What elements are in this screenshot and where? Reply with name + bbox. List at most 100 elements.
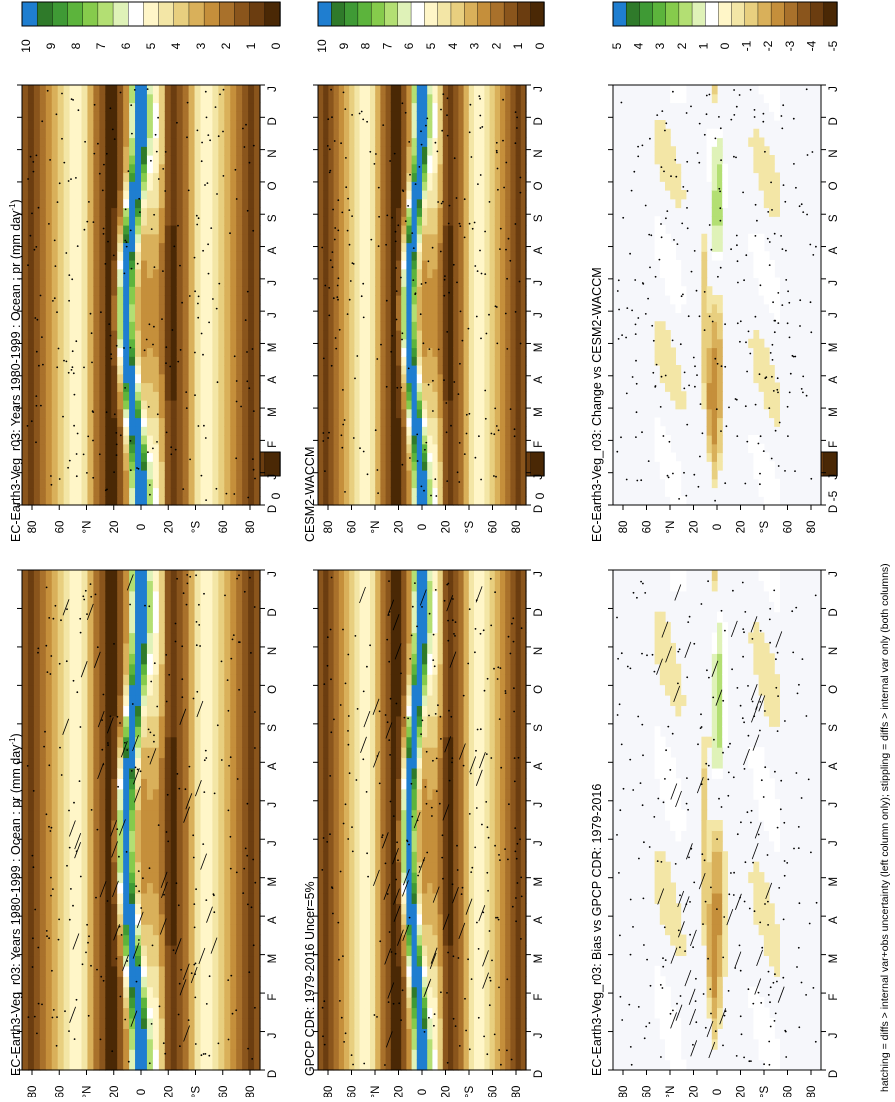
stipple-dot [137, 769, 139, 771]
heatmap-cell [218, 643, 225, 654]
heatmap-cell [147, 591, 154, 602]
heatmap-cell [206, 664, 213, 675]
heatmap-cell [236, 243, 243, 252]
heatmap-cell [177, 418, 184, 427]
heatmap-cell [141, 664, 148, 675]
heatmap-cell [159, 330, 166, 339]
heatmap-cell [236, 225, 243, 234]
heatmap-cell [242, 570, 249, 581]
stipple-dot [51, 827, 53, 829]
heatmap-cell [171, 987, 178, 998]
heatmap-cell [153, 216, 160, 225]
heatmap-cell [224, 339, 231, 348]
heatmap-cell [64, 945, 71, 956]
heatmap-cell [189, 94, 196, 103]
heatmap-cell [111, 400, 118, 409]
heatmap-cell [212, 914, 219, 925]
stipple-dot [235, 457, 237, 459]
heatmap-cell [236, 383, 243, 392]
heatmap-cell [206, 348, 213, 357]
heatmap-cell [99, 1039, 106, 1050]
stipple-dot [66, 660, 68, 662]
heatmap-cell [123, 339, 130, 348]
heatmap-cell [52, 716, 59, 727]
heatmap-cell [153, 591, 160, 602]
heatmap-cell [34, 286, 41, 295]
heatmap-cell [165, 111, 172, 120]
heatmap-cell [189, 426, 196, 435]
stipple-dot [76, 691, 78, 693]
heatmap-cell [58, 872, 65, 883]
heatmap-cell [349, 612, 355, 623]
heatmap-cell [171, 260, 178, 269]
colorbar-tick-label: 5 [144, 42, 158, 49]
heatmap-cell [64, 181, 71, 190]
heatmap-cell [147, 356, 154, 365]
heatmap-cell [129, 120, 136, 129]
stipple-dot [70, 888, 72, 890]
heatmap-cell [159, 216, 166, 225]
heatmap-cell [99, 129, 106, 138]
heatmap-cell [123, 321, 130, 330]
heatmap-cell [111, 653, 118, 664]
heatmap-cell [105, 470, 112, 479]
stipple-dot [232, 1013, 234, 1015]
stipple-dot [68, 274, 70, 276]
heatmap-cell [70, 643, 77, 654]
heatmap-cell [153, 903, 160, 914]
heatmap-cell [206, 612, 213, 623]
heatmap-cell [159, 862, 166, 873]
stipple-dot [196, 621, 198, 623]
heatmap-cell [165, 173, 172, 182]
heatmap-cell [242, 716, 249, 727]
heatmap-cell [195, 580, 202, 591]
stipple-dot [125, 209, 127, 211]
stipple-dot [50, 655, 52, 657]
heatmap-cell [76, 747, 83, 758]
heatmap-cell [147, 286, 154, 295]
heatmap-cell [218, 173, 225, 182]
stipple-dot [237, 778, 239, 780]
heatmap-cell [76, 164, 83, 173]
heatmap-cell [212, 479, 219, 488]
heatmap-cell [147, 260, 154, 269]
heatmap-cell [123, 737, 130, 748]
heatmap-cell [82, 1049, 89, 1060]
heatmap-cell [177, 234, 184, 243]
heatmap-cell [354, 612, 360, 623]
heatmap-cell [52, 278, 59, 287]
heatmap-cell [123, 945, 130, 956]
heatmap-cell [248, 356, 255, 365]
heatmap-cell [206, 997, 213, 1008]
heatmap-cell [105, 199, 112, 208]
lat-tick-label: 0 [136, 524, 148, 530]
heatmap-cell [153, 872, 160, 883]
heatmap-cell [147, 570, 154, 581]
stipple-dot [36, 155, 38, 157]
heatmap-cell [195, 435, 202, 444]
heatmap-cell [129, 383, 136, 392]
heatmap-cell [159, 1008, 166, 1019]
heatmap-cell [135, 1018, 142, 1029]
heatmap-cell [105, 173, 112, 182]
heatmap-cell [46, 1028, 53, 1039]
heatmap-cell [224, 633, 231, 644]
stipple-dot [119, 722, 121, 724]
heatmap-cell [129, 94, 136, 103]
heatmap-cell [224, 356, 231, 365]
heatmap-cell [123, 685, 130, 696]
heatmap-cell [135, 893, 142, 904]
heatmap-cell [224, 955, 231, 966]
heatmap-cell [212, 1060, 219, 1071]
heatmap-cell [105, 383, 112, 392]
heatmap-cell [177, 841, 184, 852]
stipple-dot [221, 661, 223, 663]
heatmap-cell [349, 1028, 355, 1039]
heatmap-cells [318, 570, 527, 1071]
heatmap-cell [22, 146, 29, 155]
stipple-dot [128, 1061, 130, 1063]
heatmap-cell [87, 453, 94, 462]
heatmap-cell [195, 851, 202, 862]
heatmap-cell [171, 225, 178, 234]
heatmap-cell [159, 286, 166, 295]
